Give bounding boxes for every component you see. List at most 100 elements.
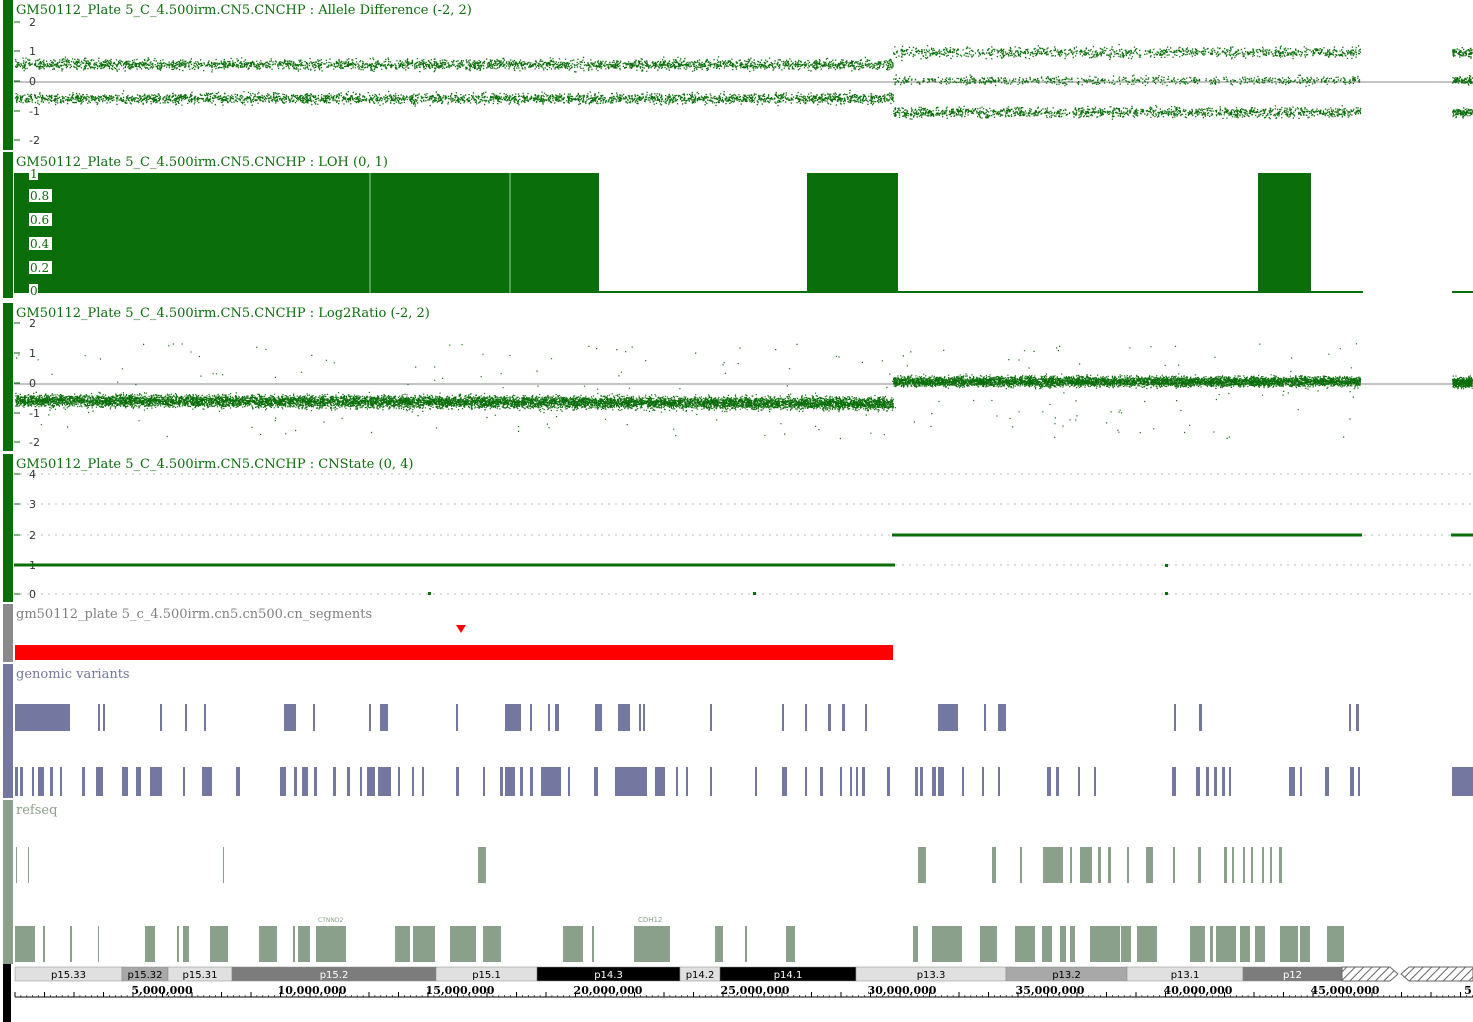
axis-tick-label: 0.8 — [30, 189, 49, 203]
variant-bar — [15, 704, 70, 731]
log2ratio-track[interactable]: 2 1 0 -1 -2 GM50112_Plate 5_C_4.500irm.CN5.C… — [0, 303, 1473, 451]
gene-bar — [1043, 847, 1063, 883]
variant-bar — [50, 767, 53, 796]
variant-bar — [280, 767, 286, 796]
variant-bar — [98, 704, 100, 731]
axis-tick-label: -2 — [29, 134, 40, 147]
variant-bar — [456, 704, 458, 731]
genomic-variants-track[interactable]: genomic variants — [0, 664, 1473, 798]
track-handle[interactable] — [3, 303, 13, 451]
gene-bar — [1060, 926, 1066, 962]
gene-bar — [932, 926, 962, 962]
variant-bar — [1214, 767, 1217, 796]
variant-bar — [380, 704, 388, 731]
band-label: p15.31 — [183, 970, 218, 981]
gene-bar — [1232, 847, 1234, 883]
gene-bar — [1279, 847, 1282, 883]
ideogram-ruler[interactable]: p15.33 p15.32 p15.31 p15.2 p15.1 p14.3 p14.2 p1… — [0, 964, 1473, 1022]
variant-bar — [82, 767, 85, 796]
segment-marker-icon[interactable] — [456, 625, 466, 633]
ruler-label: 35,000,000 — [1016, 984, 1085, 997]
band-label: p15.1 — [472, 970, 501, 981]
variant-bar — [398, 767, 400, 796]
variant-bar — [555, 704, 559, 731]
variant-bar — [676, 767, 678, 796]
band-label: p14.3 — [594, 970, 623, 981]
variant-bar — [842, 704, 845, 731]
ruler-label: 5,000,000 — [131, 984, 193, 997]
centromere-left — [1341, 966, 1399, 982]
loh-track[interactable]: 1 0.8 0.6 0.4 0.2 0 GM50112_Plate 5_C_4.500ir… — [0, 152, 1473, 298]
variant-bar — [1056, 767, 1059, 796]
refseq-track[interactable]: CTNND2 CDH12 refseq — [0, 800, 1473, 964]
gene-bar — [592, 926, 594, 962]
gene-bar — [1090, 926, 1120, 962]
variant-bar — [805, 767, 807, 796]
gene-bar — [745, 926, 747, 962]
cn-segments-track[interactable]: gm50112_plate 5_c_4.500irm.cn5.cn500.cn_… — [0, 604, 1473, 662]
gene-bar — [1216, 926, 1236, 962]
gene-bar — [177, 926, 179, 962]
gene-bar — [1198, 847, 1201, 883]
track-handle[interactable] — [3, 152, 13, 298]
variant-bar — [1222, 767, 1225, 796]
variant-bar — [710, 767, 712, 796]
variant-bar — [1196, 767, 1200, 796]
ruler-label: 25,000,000 — [721, 984, 790, 997]
variant-bar — [369, 704, 371, 731]
allele-difference-track[interactable]: 2 1 0 -1 -2 GM50112_Plate 5_C_4.500irm.CN5.C… — [0, 0, 1473, 150]
variant-bar — [568, 767, 570, 796]
variant-bar — [541, 767, 561, 796]
variant-bar — [103, 704, 105, 731]
cnstate-plot: 43210 — [14, 468, 1473, 601]
gene-bar — [1251, 847, 1253, 883]
gene-bar — [223, 847, 224, 883]
variant-bar — [920, 767, 923, 796]
axis-tick-label: 1 — [30, 167, 38, 181]
track-title: refseq — [16, 803, 58, 818]
band-label: p12 — [1283, 970, 1302, 981]
cnstate-track[interactable]: 43210 GM50112_Plate 5_C_4.500irm.CN5.CNC… — [0, 454, 1473, 602]
track-handle[interactable] — [3, 0, 13, 150]
gene-bar — [145, 926, 155, 962]
variant-bar — [1199, 704, 1202, 731]
variant-bar — [202, 767, 212, 796]
axis-tick-label: 1 — [29, 45, 36, 58]
track-handle[interactable] — [3, 604, 13, 662]
track-title: GM50112_Plate 5_C_4.500irm.CN5.CNCHP : A… — [16, 3, 472, 18]
axis-tick-label: 0.2 — [30, 261, 49, 275]
variant-bar — [1356, 704, 1359, 731]
axis-tick-label: 2 — [29, 317, 36, 330]
variant-bar — [828, 704, 831, 731]
gene-bar — [28, 847, 29, 883]
ruler-label: 45,000,000 — [1311, 984, 1380, 997]
variant-bar — [15, 767, 18, 796]
gene-bar — [1098, 847, 1101, 883]
track-handle[interactable] — [3, 800, 13, 964]
gene-bar — [1070, 847, 1072, 883]
variant-bar — [840, 767, 842, 796]
gene-bar — [413, 926, 435, 962]
track-handle[interactable] — [3, 964, 11, 1022]
variant-bar — [136, 767, 141, 796]
track-handle[interactable] — [3, 664, 13, 798]
variant-bar — [1289, 767, 1295, 796]
variant-bar — [505, 767, 515, 796]
gene-bar — [1173, 847, 1175, 883]
variant-bar — [998, 704, 1006, 731]
gene-bar — [259, 926, 277, 962]
variant-bar — [378, 767, 391, 796]
track-handle[interactable] — [3, 454, 13, 602]
axis-tick-label: 2 — [29, 16, 36, 29]
cn-segment[interactable] — [15, 645, 893, 660]
axis-tick-label: 3 — [29, 498, 36, 511]
gene-bar — [1327, 926, 1344, 962]
gene-bar — [563, 926, 583, 962]
variant-bar — [615, 767, 647, 796]
variant-bar — [655, 767, 665, 796]
variant-bar — [932, 767, 936, 796]
variant-bar — [548, 704, 550, 731]
gene-bar — [483, 926, 501, 962]
variant-bar — [782, 767, 787, 796]
gene-bar — [1080, 847, 1092, 883]
